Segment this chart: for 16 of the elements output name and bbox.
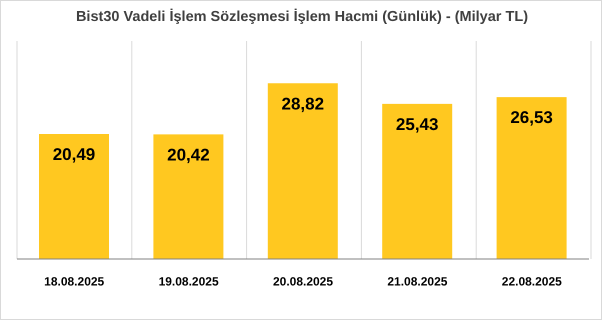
bar xyxy=(496,97,567,259)
chart-title: Bist30 Vadeli İşlem Sözleşmesi İşlem Hacmi (Günlük) - (Milyar TL) xyxy=(74,9,530,25)
data-label: 28,82 xyxy=(282,94,324,114)
x-tick-label: 20.08.2025 xyxy=(272,274,334,289)
x-tick-label: 22.08.2025 xyxy=(502,274,562,289)
data-label: 25,43 xyxy=(396,114,438,134)
data-label: 26,53 xyxy=(510,108,553,128)
data-label: 20,42 xyxy=(167,146,210,165)
x-tick-label: 21.08.2025 xyxy=(387,274,448,289)
bar xyxy=(268,83,338,259)
x-tick-label: 18.08.2025 xyxy=(44,274,105,289)
data-label: 20,49 xyxy=(52,145,96,164)
bar xyxy=(39,134,109,259)
bar xyxy=(153,134,224,259)
x-tick-label: 19.08.2025 xyxy=(158,274,219,289)
bar xyxy=(382,104,452,259)
